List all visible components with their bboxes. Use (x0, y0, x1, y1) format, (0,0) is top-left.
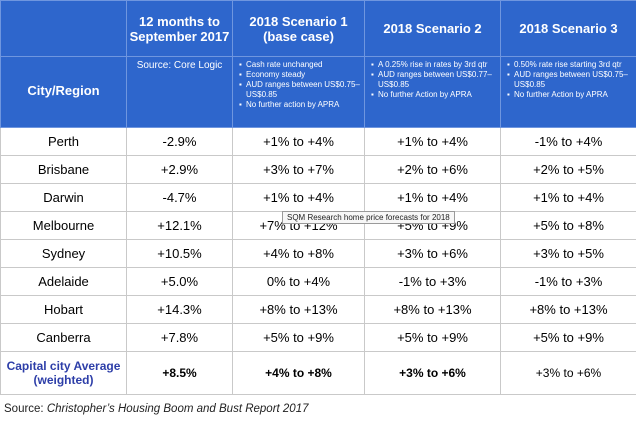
city-cell: Melbourne (0, 211, 127, 240)
scenario-3-cell: -1% to +3% (500, 267, 636, 296)
tooltip: SQM Research home price forecasts for 20… (282, 211, 455, 224)
last12-cell: +2.9% (126, 155, 233, 184)
header-row-bottom: City/Region Source: Core Logic Cash rate… (0, 56, 636, 128)
average-scenario-1-cell: +4% to +8% (232, 351, 365, 395)
last12-cell: -2.9% (126, 127, 233, 156)
city-cell: Canberra (0, 323, 127, 352)
scenario-2-cell: +8% to +13% (364, 295, 501, 324)
scenario-1-cell: +3% to +7% (232, 155, 365, 184)
scenario-2-note: AUD ranges between US$0.77–US$0.85 (371, 70, 500, 90)
scenario-3-cell: +3% to +5% (500, 239, 636, 268)
scenario-1-note: No further action by APRA (239, 100, 364, 110)
scenario-3-note: 0.50% rate rise starting 3rd qtr (507, 60, 636, 70)
scenario-3-cell: +2% to +5% (500, 155, 636, 184)
last12-cell: +5.0% (126, 267, 233, 296)
scenario-1-notes: Cash rate unchanged Economy steady AUD r… (232, 56, 365, 128)
city-cell: Sydney (0, 239, 127, 268)
scenario-2-notes: A 0.25% rise in rates by 3rd qtr AUD ran… (364, 56, 501, 128)
city-cell: Brisbane (0, 155, 127, 184)
scenario-2-cell: +5% to +9% (364, 323, 501, 352)
scenario-1-cell: +1% to +4% (232, 127, 365, 156)
scenario-1-note: Economy steady (239, 70, 364, 80)
caption-prefix: Source: (4, 403, 47, 415)
scenario-2-note: A 0.25% rise in rates by 3rd qtr (371, 60, 500, 70)
header-blank-cell (0, 0, 127, 57)
header-row-top: 12 months to September 2017 2018 Scenari… (0, 0, 636, 57)
scenario-2-note: No further Action by APRA (371, 90, 500, 100)
scenario-3-note: No further Action by APRA (507, 90, 636, 100)
scenario-1-note: AUD ranges between US$0.75–US$0.85 (239, 80, 364, 100)
forecast-table: 12 months to September 2017 2018 Scenari… (0, 0, 636, 395)
scenario-1-cell: 0% to +4% (232, 267, 365, 296)
header-scenario-2: 2018 Scenario 2 (364, 0, 501, 57)
city-cell: Darwin (0, 183, 127, 212)
average-scenario-2-cell: +3% to +6% (364, 351, 501, 395)
city-cell: Adelaide (0, 267, 127, 296)
average-scenario-3-cell: +3% to +6% (500, 351, 636, 395)
scenario-2-cell: -1% to +3% (364, 267, 501, 296)
header-source-core-logic: Source: Core Logic (126, 56, 233, 128)
scenario-3-note: AUD ranges between US$0.75–US$0.85 (507, 70, 636, 90)
header-scenario-1: 2018 Scenario 1 (base case) (232, 0, 365, 57)
average-row: Capital city Average (weighted) +8.5% +4… (0, 351, 636, 395)
scenario-2-cell: +3% to +6% (364, 239, 501, 268)
table-row: Sydney +10.5% +4% to +8% +3% to +6% +3% … (0, 239, 636, 268)
scenario-1-cell: +5% to +9% (232, 323, 365, 352)
table-row: Canberra +7.8% +5% to +9% +5% to +9% +5%… (0, 323, 636, 352)
last12-cell: +14.3% (126, 295, 233, 324)
table-row: Brisbane +2.9% +3% to +7% +2% to +6% +2%… (0, 155, 636, 184)
table-row: Adelaide +5.0% 0% to +4% -1% to +3% -1% … (0, 267, 636, 296)
scenario-2-cell: +1% to +4% (364, 183, 501, 212)
scenario-1-cell: +1% to +4% (232, 183, 365, 212)
city-cell: Perth (0, 127, 127, 156)
average-city-cell: Capital city Average (weighted) (0, 351, 127, 395)
scenario-1-note: Cash rate unchanged (239, 60, 364, 70)
table-row: Hobart +14.3% +8% to +13% +8% to +13% +8… (0, 295, 636, 324)
scenario-3-cell: +5% to +8% (500, 211, 636, 240)
header-city-region: City/Region (0, 56, 127, 128)
table-row: Perth -2.9% +1% to +4% +1% to +4% -1% to… (0, 127, 636, 156)
source-caption: Source: Christopher’s Housing Boom and B… (4, 403, 309, 415)
city-cell: Hobart (0, 295, 127, 324)
scenario-1-cell: +4% to +8% (232, 239, 365, 268)
scenario-3-cell: -1% to +4% (500, 127, 636, 156)
scenario-3-cell: +5% to +9% (500, 323, 636, 352)
header-last12: 12 months to September 2017 (126, 0, 233, 57)
scenario-3-cell: +1% to +4% (500, 183, 636, 212)
scenario-3-notes: 0.50% rate rise starting 3rd qtr AUD ran… (500, 56, 636, 128)
table-row: Darwin -4.7% +1% to +4% +1% to +4% +1% t… (0, 183, 636, 212)
caption-title: Christopher’s Housing Boom and Bust Repo… (46, 403, 309, 415)
scenario-3-cell: +8% to +13% (500, 295, 636, 324)
average-last12-cell: +8.5% (126, 351, 233, 395)
scenario-1-cell: +8% to +13% (232, 295, 365, 324)
last12-cell: +12.1% (126, 211, 233, 240)
last12-cell: +7.8% (126, 323, 233, 352)
header-scenario-3: 2018 Scenario 3 (500, 0, 636, 57)
scenario-2-cell: +2% to +6% (364, 155, 501, 184)
last12-cell: +10.5% (126, 239, 233, 268)
last12-cell: -4.7% (126, 183, 233, 212)
scenario-2-cell: +1% to +4% (364, 127, 501, 156)
